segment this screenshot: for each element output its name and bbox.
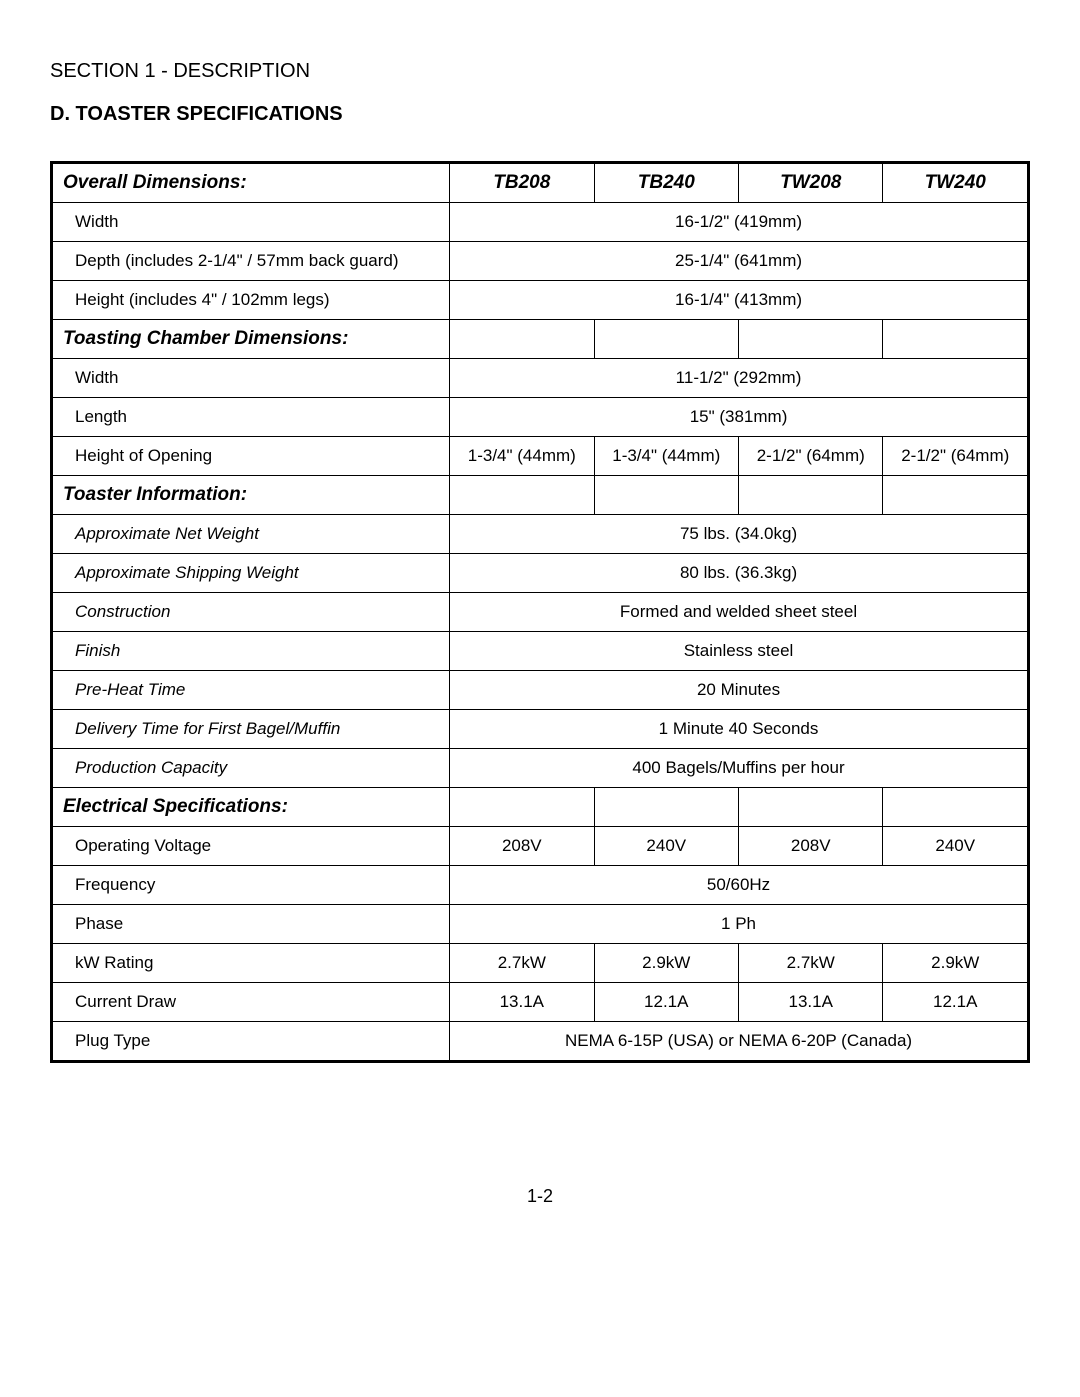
row-label: Height (includes 4" / 102mm legs) bbox=[52, 281, 450, 320]
row-label: Finish bbox=[52, 632, 450, 671]
row-value: 2-1/2" (64mm) bbox=[883, 437, 1029, 476]
empty-cell bbox=[594, 476, 738, 515]
row-label: Phase bbox=[52, 905, 450, 944]
section-title: SECTION 1 - DESCRIPTION bbox=[50, 60, 1030, 83]
empty-cell bbox=[883, 476, 1029, 515]
row-value: 2.9kW bbox=[883, 944, 1029, 983]
row-label: Pre-Heat Time bbox=[52, 671, 450, 710]
empty-cell bbox=[883, 320, 1029, 359]
subsection-title: D. TOASTER SPECIFICATIONS bbox=[50, 103, 1030, 126]
row-value: 15" (381mm) bbox=[450, 398, 1029, 437]
row-value: 1 Minute 40 Seconds bbox=[450, 710, 1029, 749]
empty-cell bbox=[883, 788, 1029, 827]
empty-cell bbox=[594, 788, 738, 827]
spec-table: Overall Dimensions:TB208TB240TW208TW240 W… bbox=[50, 161, 1030, 1063]
row-label: Construction bbox=[52, 593, 450, 632]
empty-cell bbox=[594, 320, 738, 359]
row-label: Frequency bbox=[52, 866, 450, 905]
empty-cell bbox=[739, 788, 883, 827]
row-value: 2.9kW bbox=[594, 944, 738, 983]
row-value: 400 Bagels/Muffins per hour bbox=[450, 749, 1029, 788]
row-value: 16-1/2" (419mm) bbox=[450, 203, 1029, 242]
row-value: 75 lbs. (34.0kg) bbox=[450, 515, 1029, 554]
row-label: kW Rating bbox=[52, 944, 450, 983]
row-value: 1 Ph bbox=[450, 905, 1029, 944]
group-header: Electrical Specifications: bbox=[52, 788, 450, 827]
group-header: Toasting Chamber Dimensions: bbox=[52, 320, 450, 359]
row-label: Approximate Shipping Weight bbox=[52, 554, 450, 593]
column-header: TW208 bbox=[739, 163, 883, 203]
row-value: 12.1A bbox=[883, 983, 1029, 1022]
page-number: 1-2 bbox=[0, 1186, 1080, 1207]
row-value: 208V bbox=[739, 827, 883, 866]
empty-cell bbox=[450, 788, 594, 827]
row-value: 20 Minutes bbox=[450, 671, 1029, 710]
row-value: 12.1A bbox=[594, 983, 738, 1022]
row-value: 16-1/4" (413mm) bbox=[450, 281, 1029, 320]
column-header: TB208 bbox=[450, 163, 594, 203]
row-label: Current Draw bbox=[52, 983, 450, 1022]
row-value: Formed and welded sheet steel bbox=[450, 593, 1029, 632]
empty-cell bbox=[450, 476, 594, 515]
row-value: 2.7kW bbox=[739, 944, 883, 983]
row-label: Length bbox=[52, 398, 450, 437]
row-label: Production Capacity bbox=[52, 749, 450, 788]
row-value: 1-3/4" (44mm) bbox=[450, 437, 594, 476]
empty-cell bbox=[739, 476, 883, 515]
row-value: 50/60Hz bbox=[450, 866, 1029, 905]
row-value: 1-3/4" (44mm) bbox=[594, 437, 738, 476]
row-value: 80 lbs. (36.3kg) bbox=[450, 554, 1029, 593]
row-value: 240V bbox=[883, 827, 1029, 866]
group-header: Toaster Information: bbox=[52, 476, 450, 515]
row-label: Width bbox=[52, 203, 450, 242]
row-value: 11-1/2" (292mm) bbox=[450, 359, 1029, 398]
empty-cell bbox=[739, 320, 883, 359]
empty-cell bbox=[450, 320, 594, 359]
row-value: 25-1/4" (641mm) bbox=[450, 242, 1029, 281]
row-label: Operating Voltage bbox=[52, 827, 450, 866]
row-value: 13.1A bbox=[450, 983, 594, 1022]
column-header: TB240 bbox=[594, 163, 738, 203]
row-value: 13.1A bbox=[739, 983, 883, 1022]
row-label: Width bbox=[52, 359, 450, 398]
column-header: TW240 bbox=[883, 163, 1029, 203]
row-value: 2.7kW bbox=[450, 944, 594, 983]
row-label: Plug Type bbox=[52, 1022, 450, 1062]
row-label: Depth (includes 2-1/4" / 57mm back guard… bbox=[52, 242, 450, 281]
row-label: Height of Opening bbox=[52, 437, 450, 476]
row-label: Delivery Time for First Bagel/Muffin bbox=[52, 710, 450, 749]
row-value: 240V bbox=[594, 827, 738, 866]
row-value: Stainless steel bbox=[450, 632, 1029, 671]
row-value: 208V bbox=[450, 827, 594, 866]
group-header: Overall Dimensions: bbox=[52, 163, 450, 203]
row-value: 2-1/2" (64mm) bbox=[739, 437, 883, 476]
row-value: NEMA 6-15P (USA) or NEMA 6-20P (Canada) bbox=[450, 1022, 1029, 1062]
row-label: Approximate Net Weight bbox=[52, 515, 450, 554]
